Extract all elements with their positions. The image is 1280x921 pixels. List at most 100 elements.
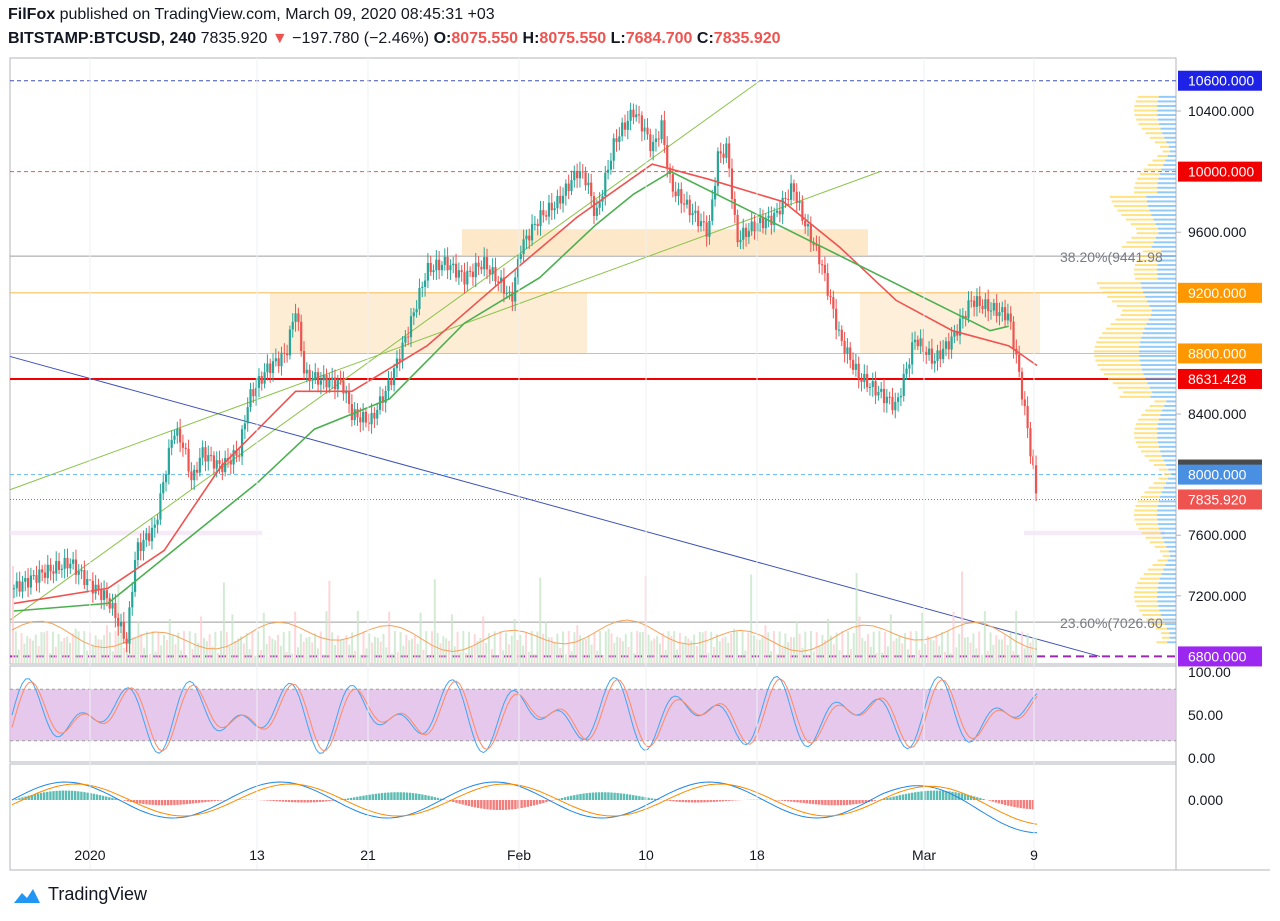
macd-bar <box>883 798 886 800</box>
candle-body <box>823 264 826 274</box>
macd-bar <box>1025 800 1029 809</box>
profile-bar <box>1158 523 1176 526</box>
candle-body <box>773 212 776 226</box>
profile-bar <box>1158 477 1169 480</box>
macd-bar <box>787 800 790 802</box>
candle-body <box>947 341 950 350</box>
profile-bar <box>1154 545 1167 548</box>
volume-bar <box>727 642 730 664</box>
macd-bar <box>318 800 322 802</box>
macd-bar <box>706 800 709 803</box>
profile-bar <box>1158 582 1176 585</box>
volume-bar <box>354 650 356 664</box>
macd-bar <box>61 790 64 800</box>
candle-body <box>477 262 480 267</box>
profile-bar <box>1136 604 1159 607</box>
profile-bar <box>1134 273 1158 276</box>
candle-body <box>502 277 506 294</box>
profile-bar <box>1157 504 1176 507</box>
candle-body <box>911 342 914 365</box>
profile-bar <box>1166 400 1176 403</box>
macd-bar <box>690 800 694 803</box>
price-tag-label: 9200.000 <box>1188 285 1247 301</box>
macd-bar <box>969 795 973 800</box>
macd-bar <box>911 792 914 800</box>
profile-bar <box>1164 623 1176 626</box>
volume-bar <box>582 639 584 664</box>
profile-bar <box>1145 409 1163 412</box>
candle-body <box>32 575 35 577</box>
profile-bar <box>1134 104 1158 107</box>
volume-bar <box>339 639 342 664</box>
candle-body <box>359 417 362 423</box>
volume-bar <box>362 631 365 664</box>
profile-bar <box>1148 486 1164 489</box>
volume-bar <box>616 636 619 664</box>
profile-bar <box>1109 195 1147 198</box>
volume-bar <box>804 631 807 664</box>
candle-body <box>1034 465 1038 494</box>
candle-body <box>438 259 441 271</box>
profile-bar <box>1157 436 1176 439</box>
candle-body <box>69 563 72 569</box>
volume-bar <box>995 635 998 664</box>
candle-body <box>739 239 742 243</box>
profile-bar <box>1157 277 1176 280</box>
volume-bar <box>14 631 17 664</box>
profile-bar <box>1157 559 1168 562</box>
profile-bar <box>1157 441 1176 444</box>
profile-bar <box>1134 114 1158 117</box>
profile-bar <box>1141 414 1161 417</box>
candle-body <box>74 559 78 575</box>
candle-body <box>190 471 193 481</box>
profile-bar <box>1136 259 1159 262</box>
volume-bar <box>881 652 884 664</box>
volume-bar <box>433 579 436 664</box>
volume-bar <box>972 633 975 664</box>
macd-bar <box>963 794 967 800</box>
profile-bar <box>1159 609 1176 612</box>
macd-bar <box>625 794 629 800</box>
macd-bar <box>173 800 176 806</box>
volume-bar <box>604 631 607 664</box>
macd-bar <box>188 800 192 804</box>
profile-bar <box>1157 518 1176 521</box>
candle-body <box>699 221 703 227</box>
profile-bar <box>1136 523 1159 526</box>
candle-body <box>626 120 629 130</box>
macd-bar <box>74 791 77 800</box>
fib-label: 23.60%(7026.60 <box>1060 615 1163 631</box>
volume-bar <box>926 635 929 664</box>
volume-bar <box>177 632 180 664</box>
candle-body <box>35 575 38 583</box>
volume-bar <box>978 631 981 664</box>
candle-body <box>457 270 460 278</box>
profile-bar <box>1155 627 1167 630</box>
candle-body <box>1032 456 1035 466</box>
candle-body <box>725 143 728 158</box>
macd-bar <box>309 800 312 803</box>
volume-bar <box>647 634 650 664</box>
candle-body <box>863 373 866 382</box>
profile-bar <box>1160 632 1170 635</box>
candle-body <box>744 227 748 237</box>
macd-bar <box>715 800 719 802</box>
candle-body <box>984 299 987 309</box>
candle-body <box>604 172 607 197</box>
candle-body <box>787 199 790 201</box>
macd-bar <box>508 800 511 810</box>
candle-body <box>342 380 345 394</box>
profile-bar <box>1166 545 1176 548</box>
profile-bar <box>1145 132 1163 135</box>
profile-bar <box>1134 600 1158 603</box>
profile-bar <box>1144 491 1162 494</box>
macd-bar <box>291 800 294 803</box>
macd-bar <box>780 800 784 801</box>
candle-body <box>97 584 100 590</box>
macd-bar <box>628 794 632 800</box>
profile-bar <box>1117 209 1150 212</box>
macd-bar <box>870 800 874 802</box>
volume-bar <box>282 632 285 664</box>
candle-body <box>933 360 936 364</box>
